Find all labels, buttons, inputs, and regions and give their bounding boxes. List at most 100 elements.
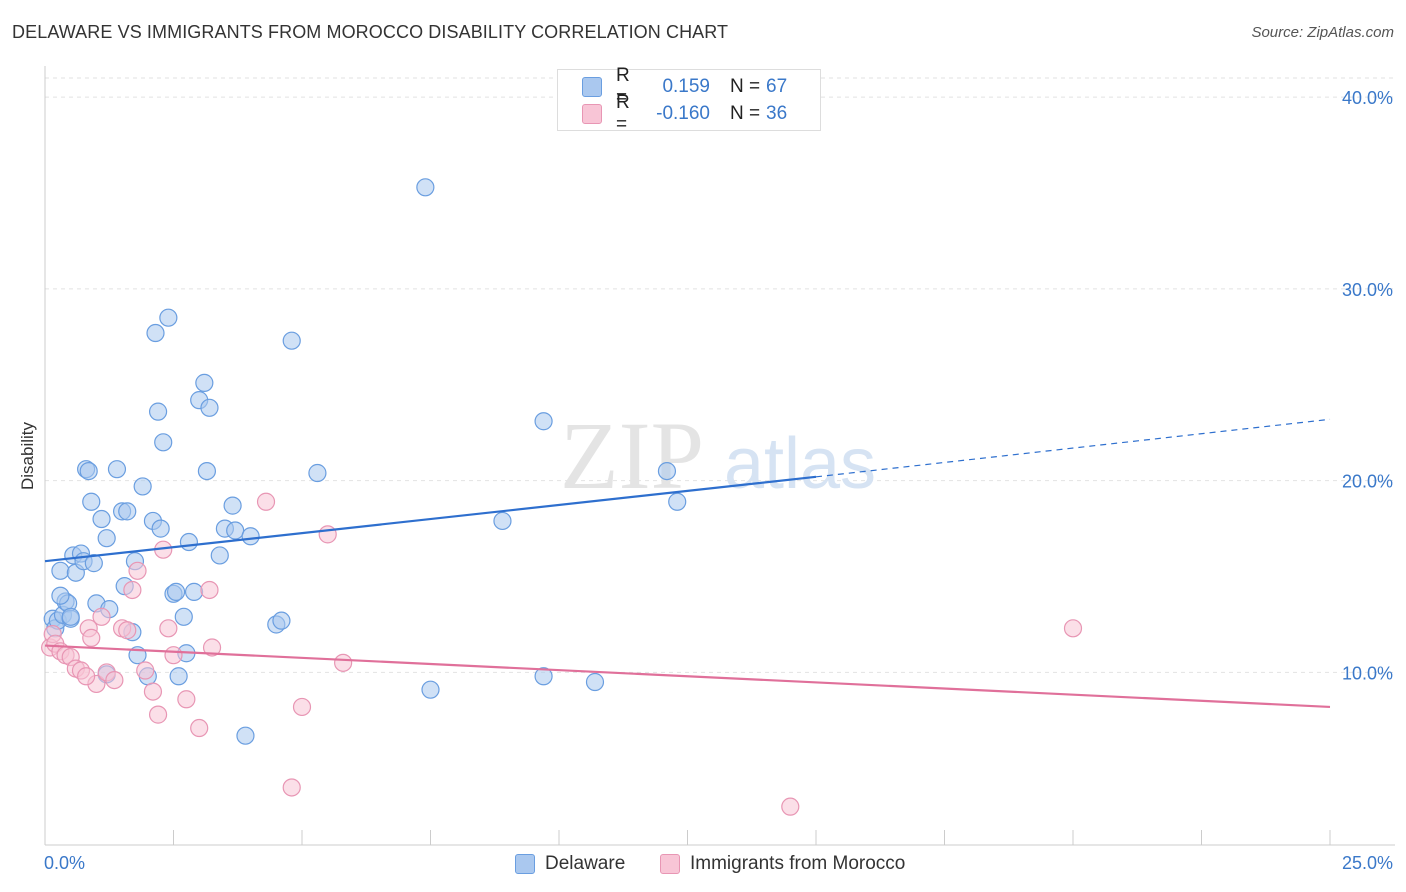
delaware-point bbox=[174, 607, 193, 626]
morocco-point bbox=[202, 638, 222, 657]
delaware-point bbox=[197, 461, 217, 481]
delaware-point bbox=[421, 680, 440, 699]
delaware-point bbox=[668, 492, 687, 511]
morocco-point bbox=[200, 580, 219, 600]
morocco-point bbox=[1063, 619, 1083, 638]
legend-r-label: R = bbox=[616, 92, 630, 135]
legend-swatch-morocco bbox=[582, 104, 602, 124]
morocco-point bbox=[334, 653, 353, 672]
bottom-legend-label-delaware: Delaware bbox=[545, 853, 626, 874]
delaware-point bbox=[657, 461, 677, 481]
delaware-point bbox=[184, 582, 204, 601]
delaware-point bbox=[92, 509, 111, 529]
delaware-trend-line bbox=[44, 475, 817, 563]
delaware-point bbox=[151, 519, 170, 538]
legend-r-label: R = bbox=[616, 65, 630, 108]
morocco-point bbox=[781, 797, 800, 816]
morocco-point bbox=[159, 619, 178, 638]
bottom-legend-label-morocco: Immigrants from Morocco bbox=[690, 853, 906, 874]
data-points bbox=[41, 178, 1083, 816]
morocco-point bbox=[256, 492, 276, 511]
delaware-point bbox=[79, 461, 98, 481]
morocco-point bbox=[143, 682, 163, 701]
y-tick-label: 10.0% bbox=[1342, 663, 1393, 683]
legend-n-label: N = bbox=[730, 76, 761, 97]
delaware-point bbox=[179, 532, 199, 552]
bottom-legend-swatch-delaware bbox=[515, 854, 535, 874]
morocco-point bbox=[148, 705, 168, 724]
delaware-point bbox=[51, 561, 70, 580]
morocco-point bbox=[164, 646, 183, 665]
delaware-point bbox=[82, 492, 101, 511]
legend-r-value: 0.159 bbox=[662, 76, 710, 97]
delaware-point bbox=[51, 586, 70, 605]
delaware-point bbox=[61, 607, 80, 626]
correlation-legend: R = 0.159 N = 67 R = -0.160 N = 36 bbox=[557, 65, 821, 135]
legend-r-value: -0.160 bbox=[656, 103, 710, 124]
gridlines bbox=[45, 77, 1395, 673]
source-label: Source: ZipAtlas.com bbox=[1251, 24, 1394, 41]
y-tick-label: 40.0% bbox=[1342, 88, 1393, 108]
delaware-point bbox=[210, 546, 229, 565]
delaware-point bbox=[200, 398, 219, 417]
delaware-point bbox=[166, 582, 186, 601]
delaware-point bbox=[493, 511, 512, 531]
legend-row-morocco: R = -0.160 N = 36 bbox=[582, 92, 788, 135]
delaware-point bbox=[159, 308, 178, 327]
morocco-point bbox=[123, 580, 142, 600]
morocco-point bbox=[136, 661, 155, 680]
trend-lines bbox=[44, 418, 1331, 709]
bottom-legend-swatch-morocco bbox=[660, 854, 680, 874]
morocco-point bbox=[318, 525, 337, 544]
delaware-point bbox=[241, 527, 260, 546]
legend-n-value: 36 bbox=[766, 103, 788, 124]
delaware-point bbox=[308, 463, 327, 483]
axes bbox=[44, 66, 1395, 846]
morocco-point bbox=[282, 778, 301, 797]
y-tick-label: 20.0% bbox=[1342, 472, 1393, 492]
morocco-point bbox=[292, 697, 312, 717]
morocco-point bbox=[118, 621, 137, 640]
delaware-point bbox=[154, 433, 173, 452]
morocco-trend-line bbox=[44, 644, 1331, 709]
delaware-point bbox=[223, 496, 242, 515]
bottom-legend-morocco: Immigrants from Morocco bbox=[660, 852, 905, 876]
delaware-point bbox=[133, 477, 152, 496]
delaware-point bbox=[282, 331, 301, 350]
chart-title: DELAWARE VS IMMIGRANTS FROM MOROCCO DISA… bbox=[12, 22, 729, 42]
morocco-point bbox=[177, 690, 196, 709]
morocco-point bbox=[190, 718, 209, 738]
legend-n-value: 67 bbox=[766, 76, 788, 97]
delaware-point bbox=[534, 667, 553, 686]
delaware-point bbox=[169, 667, 188, 686]
delaware-point bbox=[84, 554, 103, 573]
delaware-point bbox=[534, 412, 553, 431]
delaware-point bbox=[585, 672, 605, 692]
watermark: ZIP atlas bbox=[560, 402, 876, 509]
delaware-point bbox=[118, 502, 137, 521]
delaware-point bbox=[195, 373, 214, 392]
delaware-trend-extension bbox=[815, 418, 1331, 478]
morocco-point bbox=[82, 628, 101, 648]
delaware-point bbox=[272, 611, 291, 630]
delaware-point bbox=[146, 323, 165, 343]
delaware-point bbox=[97, 529, 116, 548]
legend-row-delaware: R = 0.159 N = 67 bbox=[582, 65, 788, 108]
morocco-point bbox=[92, 607, 111, 626]
morocco-point bbox=[128, 561, 147, 580]
morocco-point bbox=[105, 670, 124, 690]
delaware-point bbox=[148, 402, 168, 421]
delaware-point bbox=[416, 178, 435, 197]
x-tick-label: 25.0% bbox=[1342, 853, 1393, 873]
watermark-atlas: atlas bbox=[724, 424, 876, 504]
y-axis-label: Disability bbox=[18, 421, 37, 490]
morocco-point bbox=[77, 667, 96, 686]
bottom-legend-delaware: Delaware bbox=[515, 852, 625, 876]
tick-labels: 10.0% 20.0% 30.0% 40.0% 0.0% 25.0% bbox=[44, 88, 1393, 873]
x-tick-label: 0.0% bbox=[44, 853, 85, 873]
delaware-point bbox=[107, 460, 127, 479]
watermark-zip: ZIP bbox=[560, 402, 704, 509]
delaware-point bbox=[226, 521, 245, 540]
legend-swatch-delaware bbox=[582, 77, 602, 97]
